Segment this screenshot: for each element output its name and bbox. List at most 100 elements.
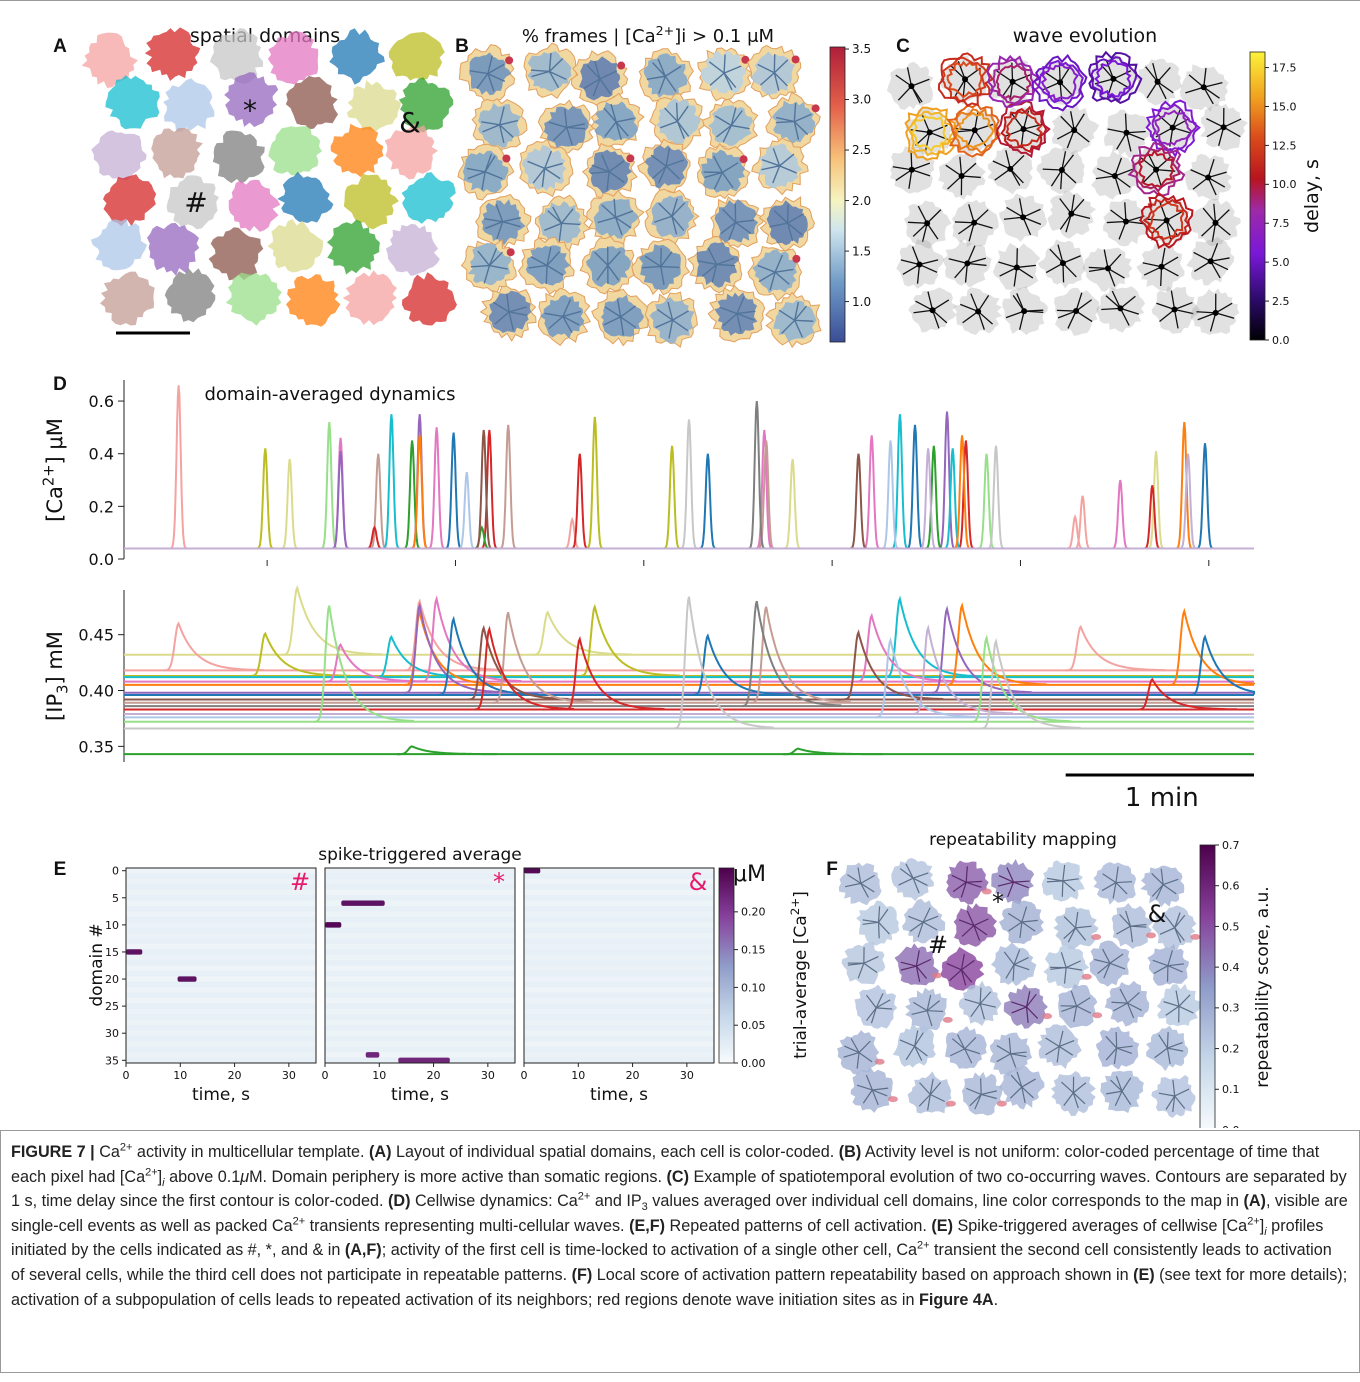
cell: [226, 273, 282, 326]
heatmap-row: [524, 1041, 714, 1046]
soma: [927, 129, 933, 135]
soma: [1159, 264, 1165, 270]
caption-run: 2+: [293, 1215, 306, 1227]
ip3-peak: [1190, 637, 1254, 695]
caption-run: (A): [369, 1143, 391, 1161]
colorbar-tick-label: 0.05: [741, 1019, 766, 1032]
caption: FIGURE 7 | Ca2+ activity in multicellula…: [0, 1130, 1360, 1373]
cell-marker: #: [928, 931, 948, 959]
heatmap-row: [126, 901, 316, 906]
hot-spot: [507, 248, 515, 256]
panel-letter: D: [53, 374, 67, 395]
initiation-site: [1092, 1012, 1102, 1018]
colorbar-tick-label: 0.00: [741, 1057, 766, 1070]
calcium-peak: [1194, 443, 1217, 548]
heatmap-cell: [524, 868, 540, 873]
initiation-site: [1091, 934, 1101, 940]
heatmap-row: [325, 944, 515, 949]
soma: [975, 308, 981, 314]
cell: [213, 131, 265, 184]
ip3-peak: [397, 746, 497, 754]
cell-marker: *: [493, 868, 505, 896]
heatmap-row: [126, 998, 316, 1003]
y-tick-label: 10: [105, 919, 119, 932]
heatmap-row: [524, 868, 714, 873]
heatmap-cell: [178, 976, 197, 981]
caption-run: FIGURE 7 |: [11, 1143, 99, 1161]
calcium-peak: [1109, 480, 1132, 549]
hot-spot: [617, 62, 625, 70]
colorbar: [1250, 52, 1265, 340]
cell: [163, 78, 214, 132]
calcium-peak: [561, 520, 584, 549]
ip3-peak: [742, 601, 842, 706]
ip3-peak: [164, 624, 264, 671]
text-run: 2+: [656, 23, 675, 38]
soma: [924, 220, 930, 226]
soma: [1073, 308, 1079, 314]
caption-run: M. Domain periphery is more active than …: [249, 1168, 666, 1186]
caption-run: .: [994, 1291, 999, 1309]
heatmap-row: [126, 868, 316, 873]
calcium-peak: [678, 420, 701, 549]
initiation-site: [1190, 934, 1200, 940]
colorbar-tick-label: 0.7: [1222, 839, 1240, 852]
caption-run: values averaged over individual cell dom…: [648, 1192, 1244, 1210]
soma: [1208, 258, 1214, 264]
caption-run: Layout of individual spatial domains, ea…: [392, 1143, 839, 1161]
heatmap-row: [325, 998, 515, 1003]
cell-process: [879, 922, 880, 938]
caption-run: (F): [572, 1266, 593, 1284]
initiation-site: [982, 888, 992, 894]
calcium-peak: [661, 446, 684, 549]
soma: [1172, 307, 1178, 313]
cell-marker: *: [992, 888, 1004, 916]
cell-process: [661, 267, 680, 268]
colorbar-tick-label: 2.5: [852, 143, 871, 157]
x-tick-label: 20: [626, 1069, 640, 1082]
cell-process: [776, 122, 795, 123]
y-tick-label: 25: [105, 1000, 119, 1013]
heatmap-row: [524, 911, 714, 916]
text-run: ] μM: [43, 418, 67, 464]
y-tick-label: 5: [112, 892, 119, 905]
y-tick-label: 0.0: [89, 550, 114, 569]
panel-title: spatial domains: [190, 25, 340, 47]
x-axis-label: time, s: [192, 1085, 250, 1105]
cell: [91, 219, 147, 271]
colorbar-tick-label: 12.5: [1272, 139, 1297, 152]
cell: [891, 858, 933, 901]
heatmap-row: [325, 911, 515, 916]
colorbar-tick-label: 17.5: [1272, 61, 1297, 74]
heatmap-row: [126, 890, 316, 895]
heatmap-row: [126, 944, 316, 949]
heatmap-row: [524, 966, 714, 971]
calcium-peak: [167, 385, 190, 548]
caption-run: Ca: [99, 1143, 120, 1161]
y-tick-label: 0.2: [89, 497, 114, 516]
cell-marker: &: [399, 106, 421, 139]
hot-spot: [505, 56, 513, 64]
heatmap-row: [524, 976, 714, 981]
colorbar-tick-label: 7.5: [1272, 217, 1290, 230]
soma: [964, 260, 970, 266]
cell: [343, 270, 397, 325]
colorbar-tick-label: 3.5: [852, 42, 871, 56]
heatmap-row: [524, 998, 714, 1003]
x-tick-label: 0: [521, 1069, 528, 1082]
heatmap-row: [126, 911, 316, 916]
heatmap-row: [126, 1041, 316, 1046]
text-run: ]i > 0.1 μM: [674, 26, 774, 47]
hot-spot: [792, 255, 800, 263]
y-tick-label: 0.6: [89, 392, 114, 411]
colorbar-tick-label: 0.20: [741, 906, 766, 919]
soma: [1123, 218, 1129, 224]
x-tick-label: 10: [571, 1069, 585, 1082]
heatmap-row: [325, 922, 515, 927]
colorbar-label: trial-average [Ca2+]: [788, 891, 811, 1059]
soma: [1213, 310, 1219, 316]
hot-spot: [740, 155, 748, 163]
caption-run: (A,F): [345, 1241, 382, 1259]
text-run: [Ca: [43, 486, 67, 522]
cell: [103, 174, 156, 226]
